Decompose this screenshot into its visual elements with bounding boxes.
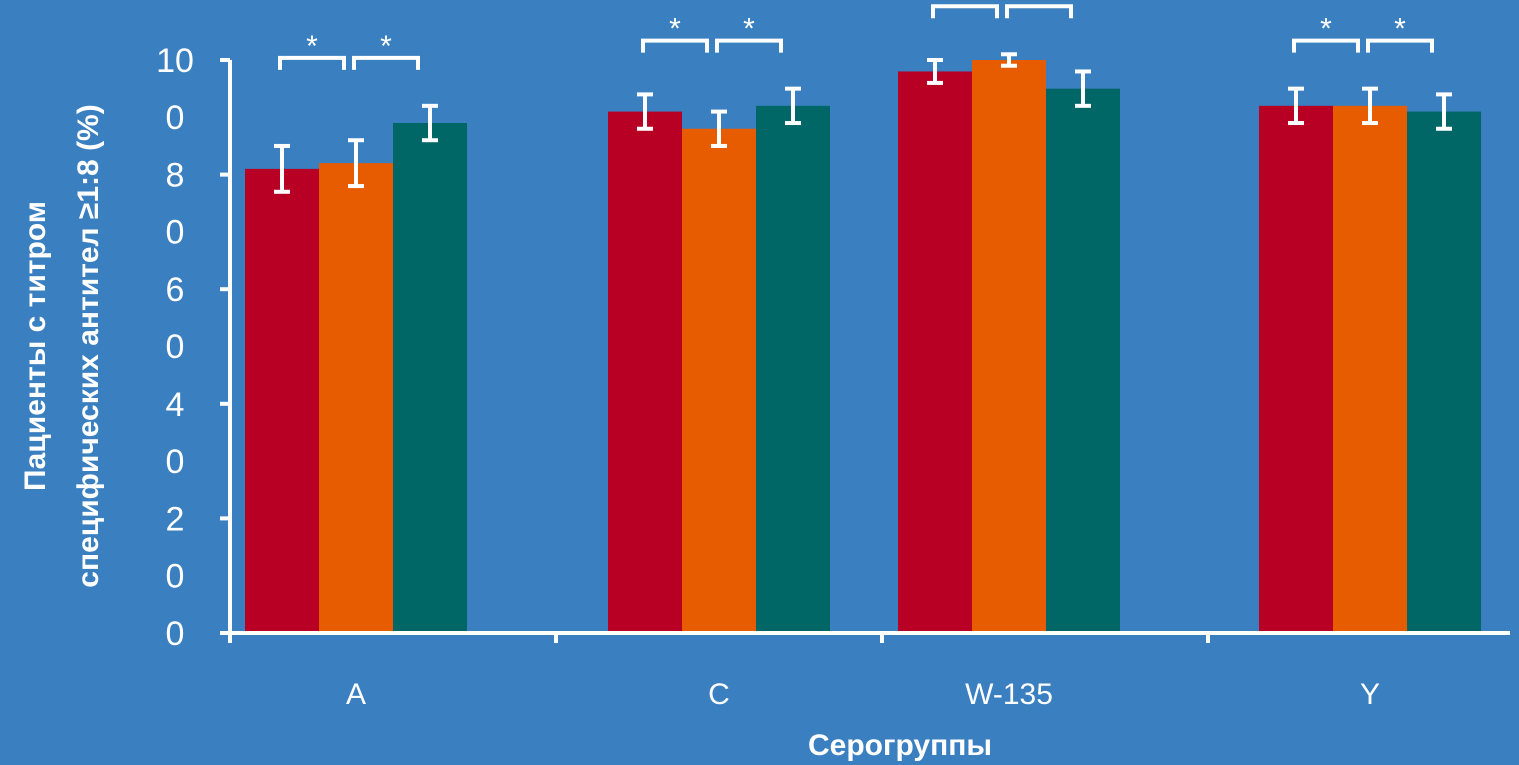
- significance-label: *: [669, 13, 681, 46]
- error-bar: [1362, 86, 1378, 126]
- significance-bracket: *: [278, 30, 346, 70]
- y-axis-ticks: 0 2 0 4 0 6 0 8 0 10 0: [156, 42, 194, 653]
- error-bar: [1075, 69, 1091, 108]
- y-tick-label: 4: [166, 386, 185, 424]
- axes-group: [220, 58, 1510, 643]
- significance-bracket: *: [931, 0, 999, 19]
- error-bars-group: [274, 52, 1452, 194]
- bracket-line: [1366, 38, 1434, 53]
- bar: [1259, 105, 1333, 634]
- error-bar: [274, 143, 290, 194]
- bracket-line: [352, 55, 420, 70]
- x-tick-label: A: [346, 678, 366, 711]
- error-bar: [1288, 86, 1304, 126]
- y-tick-label: 0: [166, 328, 185, 366]
- x-tick-label: C: [708, 678, 730, 711]
- y-axis-title-line: специфических антител ≥1:8 (%): [72, 104, 105, 587]
- y-tick-label: 10: [156, 42, 194, 80]
- y-tick-label: 0: [166, 99, 185, 137]
- significance-label: *: [306, 30, 318, 63]
- bracket-line: [1005, 4, 1073, 19]
- significance-bracket: *: [1005, 0, 1073, 19]
- bracket-line: [715, 38, 783, 53]
- x-tick-label: W-135: [965, 678, 1053, 711]
- x-axis-title: Серогруппы: [808, 729, 992, 762]
- significance-bracket: *: [1292, 13, 1360, 53]
- error-bar: [637, 92, 653, 131]
- bar: [1333, 105, 1407, 634]
- y-tick-label: 0: [166, 615, 185, 653]
- significance-label: *: [1033, 0, 1045, 11]
- bar: [1407, 111, 1481, 633]
- significance-brackets-group: * * * * * * * *: [278, 0, 1434, 70]
- y-tick-label: 2: [166, 500, 185, 538]
- bar: [1046, 88, 1120, 633]
- bracket-line: [278, 55, 346, 70]
- error-bar: [348, 138, 364, 189]
- y-tick-label: 0: [166, 214, 185, 252]
- error-bar: [1001, 52, 1017, 68]
- bar: [319, 163, 393, 633]
- error-bar: [927, 58, 943, 85]
- significance-bracket: *: [1366, 13, 1434, 53]
- x-axis-labels: A C W-135 Y: [346, 678, 1380, 711]
- significance-bracket: *: [352, 30, 420, 70]
- significance-label: *: [959, 0, 971, 11]
- bar: [972, 60, 1046, 633]
- error-bar: [1436, 92, 1452, 131]
- bracket-line: [1292, 38, 1360, 53]
- y-axis-title-line: Пациенты с титром: [19, 201, 52, 491]
- error-bar: [422, 103, 438, 143]
- significance-label: *: [743, 13, 755, 46]
- bracket-line: [641, 38, 709, 53]
- significance-bracket: *: [641, 13, 709, 53]
- x-tick-label: Y: [1360, 678, 1380, 711]
- error-bar: [711, 109, 727, 148]
- y-tick-label: 0: [166, 557, 185, 595]
- bar: [608, 111, 682, 633]
- error-bar: [785, 86, 801, 126]
- significance-label: *: [1394, 13, 1406, 46]
- significance-label: *: [380, 30, 392, 63]
- bracket-line: [931, 4, 999, 19]
- bar: [756, 105, 830, 634]
- significance-label: *: [1320, 13, 1332, 46]
- significance-bracket: *: [715, 13, 783, 53]
- y-tick-label: 8: [166, 157, 185, 195]
- bar: [682, 128, 756, 633]
- y-tick-label: 0: [166, 443, 185, 481]
- bar: [245, 168, 319, 633]
- bars-group: [245, 60, 1481, 634]
- bar: [898, 71, 972, 633]
- y-axis-title: Пациенты с титром специфических антител ≥…: [19, 104, 105, 587]
- bar: [393, 123, 467, 633]
- y-tick-label: 6: [166, 271, 185, 309]
